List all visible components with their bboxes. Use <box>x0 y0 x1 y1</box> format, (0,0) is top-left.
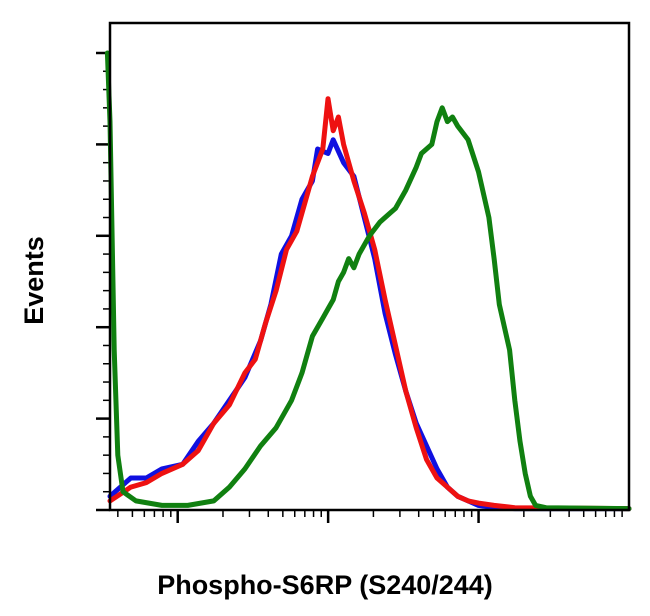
histogram-series <box>104 50 632 512</box>
series-line-3 <box>104 50 632 512</box>
y-axis-label-box: Events <box>14 200 54 360</box>
series-line-2 <box>107 96 632 512</box>
x-axis-label: Phospho-S6RP (S240/244) <box>157 570 493 600</box>
plot-frame <box>108 21 631 512</box>
y-axis-label: Events <box>18 235 49 325</box>
